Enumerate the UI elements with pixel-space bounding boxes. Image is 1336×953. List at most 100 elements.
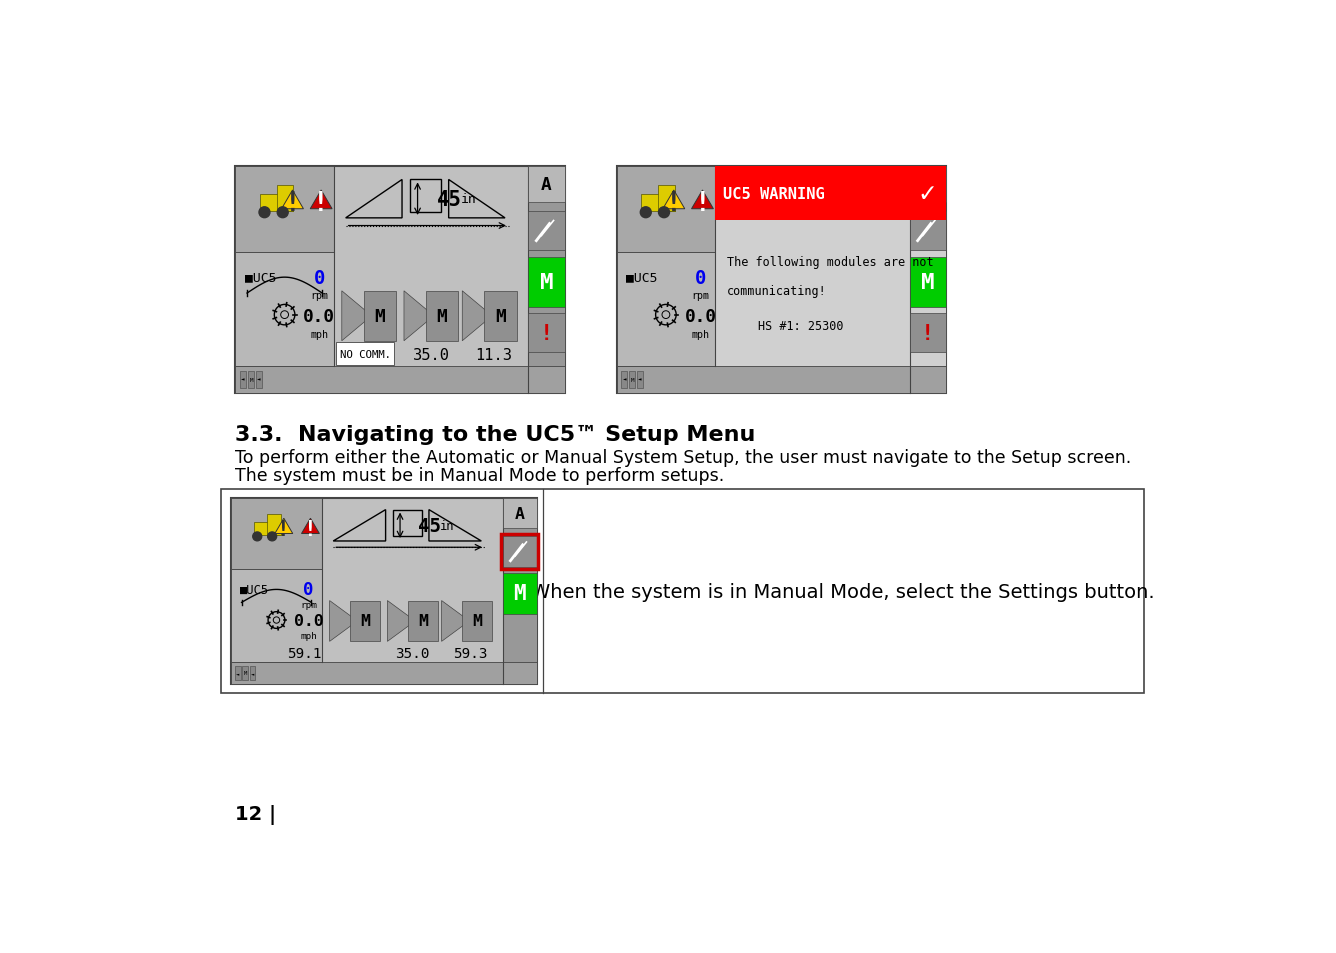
Polygon shape [275, 518, 293, 534]
Text: !: ! [665, 191, 681, 216]
Text: When the system is in Manual Mode, select the Settings button.: When the system is in Manual Mode, selec… [532, 582, 1156, 601]
Text: ◄: ◄ [639, 377, 643, 382]
Text: M: M [361, 614, 370, 629]
Text: 3.3.  Navigating to the UC5™ Setup Menu: 3.3. Navigating to the UC5™ Setup Menu [235, 424, 756, 444]
Text: ◄: ◄ [251, 671, 254, 676]
Bar [616, 167, 715, 253]
Bar [254, 522, 281, 536]
Text: rpm: rpm [310, 291, 329, 301]
Bar [502, 573, 537, 614]
Text: mph: mph [692, 330, 709, 339]
Bar [250, 666, 255, 680]
Bar [231, 569, 322, 662]
Bar [616, 366, 946, 394]
Bar [248, 372, 254, 389]
Text: 11.3: 11.3 [474, 348, 512, 362]
Bar [231, 499, 322, 569]
Bar [501, 535, 538, 569]
Bar [910, 167, 946, 203]
Text: The system must be in Manual Mode to perform setups.: The system must be in Manual Mode to per… [235, 467, 724, 485]
Bar [528, 257, 565, 308]
Text: 12 |: 12 | [235, 804, 277, 824]
Bar [235, 167, 334, 253]
Text: The following modules are not: The following modules are not [727, 255, 934, 269]
Polygon shape [442, 601, 469, 641]
Polygon shape [302, 518, 319, 534]
Bar [235, 253, 334, 366]
Bar [715, 167, 946, 221]
Text: 0.0: 0.0 [294, 614, 323, 629]
Circle shape [253, 533, 262, 541]
Text: mph: mph [301, 632, 317, 640]
Bar [528, 314, 565, 353]
Text: UC5 WARNING: UC5 WARNING [723, 187, 824, 201]
Circle shape [267, 533, 277, 541]
Polygon shape [692, 191, 713, 210]
Text: 45: 45 [418, 517, 441, 536]
Text: M: M [540, 273, 553, 293]
Text: ◄: ◄ [623, 377, 627, 382]
Text: ■UC5: ■UC5 [627, 272, 657, 284]
Text: HS #1: 25300: HS #1: 25300 [758, 319, 843, 333]
Bar [235, 366, 565, 394]
Text: 35.0: 35.0 [395, 646, 430, 659]
Text: A: A [541, 175, 552, 193]
Bar [243, 666, 248, 680]
Bar [502, 536, 537, 568]
Bar [350, 601, 381, 641]
Text: M: M [513, 583, 526, 603]
Text: 59.1: 59.1 [287, 646, 322, 659]
Text: in: in [440, 519, 454, 532]
Bar [616, 253, 715, 366]
Bar [462, 601, 492, 641]
Text: 59.3: 59.3 [453, 646, 488, 659]
Text: 0: 0 [314, 269, 325, 288]
Bar [257, 372, 262, 389]
Bar [637, 372, 643, 389]
Text: M: M [921, 273, 934, 293]
Bar [393, 510, 422, 537]
Bar [657, 186, 675, 212]
Bar [484, 292, 517, 341]
Text: 0: 0 [695, 269, 707, 288]
Text: in: in [461, 193, 476, 206]
Bar [910, 167, 946, 394]
Bar [267, 515, 281, 536]
Bar [363, 292, 397, 341]
Bar [407, 601, 438, 641]
Text: M: M [243, 671, 247, 676]
Bar [629, 372, 636, 389]
Text: !: ! [313, 191, 329, 216]
Bar [502, 499, 537, 529]
Text: rpm: rpm [692, 291, 709, 301]
Text: M: M [496, 308, 505, 325]
Text: ■UC5: ■UC5 [239, 583, 269, 597]
Text: 0.0: 0.0 [684, 308, 716, 325]
Circle shape [640, 208, 651, 218]
Bar [621, 372, 628, 389]
Bar [335, 342, 394, 365]
Polygon shape [663, 191, 685, 210]
Polygon shape [282, 191, 303, 210]
Polygon shape [330, 601, 358, 641]
Polygon shape [387, 601, 415, 641]
Polygon shape [310, 191, 333, 210]
Bar [231, 499, 537, 684]
Bar [641, 195, 675, 212]
Text: ◄: ◄ [236, 671, 239, 676]
Text: NO COMM.: NO COMM. [339, 350, 390, 360]
Text: 0.0: 0.0 [303, 308, 335, 325]
Text: !: ! [278, 519, 290, 539]
Polygon shape [462, 292, 492, 341]
Bar [910, 314, 946, 353]
Bar [277, 186, 294, 212]
Text: M: M [472, 614, 482, 629]
Bar [426, 292, 458, 341]
Bar [261, 195, 294, 212]
Text: M: M [437, 308, 448, 325]
Text: ✓: ✓ [918, 182, 938, 206]
Circle shape [278, 208, 289, 218]
Text: 0: 0 [303, 580, 314, 598]
Text: M: M [631, 377, 635, 382]
Text: ■UC5: ■UC5 [244, 272, 277, 284]
